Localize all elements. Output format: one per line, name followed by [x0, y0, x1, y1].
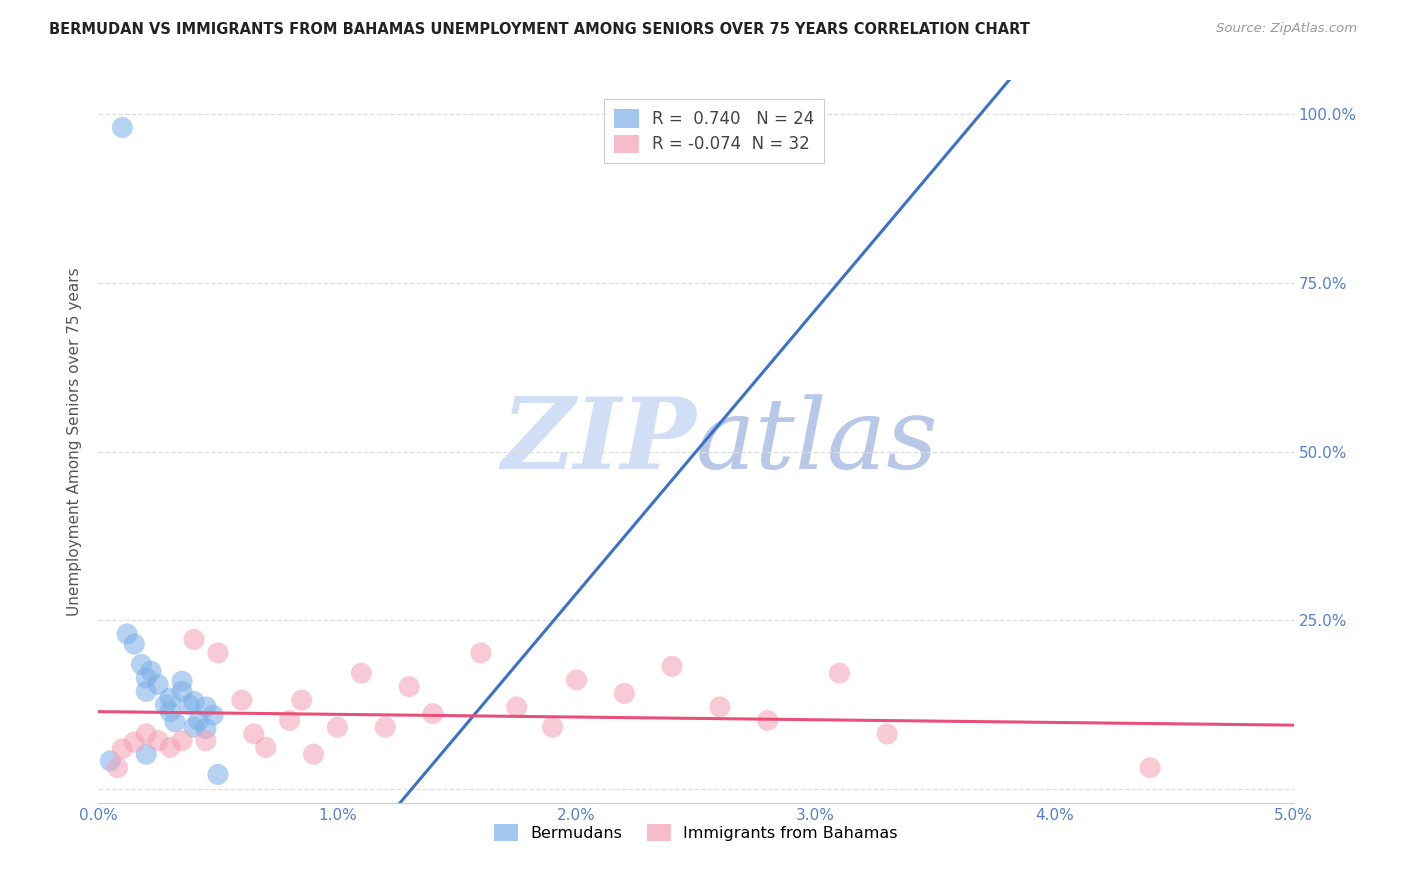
Point	[231, 693, 253, 707]
Point	[131, 657, 153, 672]
Text: BERMUDAN VS IMMIGRANTS FROM BAHAMAS UNEMPLOYMENT AMONG SENIORS OVER 75 YEARS COR: BERMUDAN VS IMMIGRANTS FROM BAHAMAS UNEM…	[49, 22, 1031, 37]
Point	[159, 691, 181, 706]
Point	[350, 666, 373, 681]
Point	[709, 700, 731, 714]
Point	[565, 673, 588, 687]
Point	[302, 747, 325, 761]
Point	[876, 727, 898, 741]
Text: Source: ZipAtlas.com: Source: ZipAtlas.com	[1216, 22, 1357, 36]
Point	[135, 727, 157, 741]
Point	[111, 741, 134, 756]
Legend: Bermudans, Immigrants from Bahamas: Bermudans, Immigrants from Bahamas	[486, 815, 905, 849]
Point	[183, 694, 205, 708]
Point	[278, 714, 301, 728]
Point	[179, 698, 201, 712]
Point	[172, 684, 194, 698]
Point	[115, 627, 138, 641]
Point	[163, 714, 186, 729]
Point	[541, 720, 564, 734]
Point	[243, 727, 266, 741]
Point	[202, 708, 225, 723]
Point	[195, 733, 218, 747]
Point	[374, 720, 396, 734]
Point	[148, 678, 170, 692]
Point	[172, 674, 194, 689]
Point	[111, 120, 134, 135]
Point	[148, 733, 170, 747]
Point	[195, 722, 218, 736]
Point	[422, 706, 444, 721]
Point	[187, 714, 209, 728]
Point	[172, 733, 194, 747]
Point	[661, 659, 683, 673]
Point	[613, 686, 636, 700]
Point	[135, 671, 157, 685]
Point	[124, 735, 146, 749]
Point	[291, 693, 314, 707]
Point	[254, 740, 277, 755]
Point	[756, 714, 779, 728]
Point	[1139, 761, 1161, 775]
Point	[195, 700, 218, 714]
Point	[207, 646, 229, 660]
Point	[207, 767, 229, 781]
Point	[139, 664, 162, 678]
Point	[326, 720, 349, 734]
Text: ZIP: ZIP	[501, 393, 696, 490]
Point	[398, 680, 420, 694]
Point	[155, 698, 177, 712]
Point	[159, 705, 181, 719]
Point	[107, 761, 129, 775]
Point	[506, 700, 529, 714]
Point	[470, 646, 492, 660]
Point	[183, 632, 205, 647]
Point	[828, 666, 851, 681]
Point	[135, 747, 157, 761]
Point	[159, 740, 181, 755]
Y-axis label: Unemployment Among Seniors over 75 years: Unemployment Among Seniors over 75 years	[67, 268, 83, 615]
Point	[98, 754, 122, 768]
Text: atlas: atlas	[696, 394, 939, 489]
Point	[183, 720, 205, 734]
Point	[124, 637, 146, 651]
Point	[135, 684, 157, 698]
